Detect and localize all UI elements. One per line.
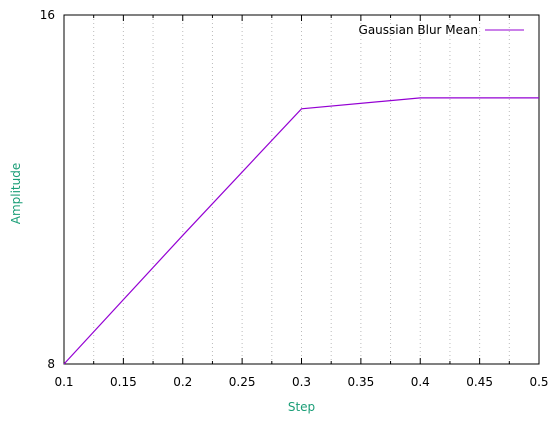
y-tick-label: 16 bbox=[40, 8, 55, 22]
grid-lines bbox=[93, 15, 510, 364]
x-tick-label: 0.3 bbox=[292, 375, 311, 389]
y-tick-labels: 8 16 bbox=[40, 8, 55, 371]
x-axis-title: Step bbox=[288, 400, 315, 414]
x-tick-label: 0.25 bbox=[229, 375, 256, 389]
x-tick-label: 0.15 bbox=[110, 375, 137, 389]
x-tick-label: 0.4 bbox=[411, 375, 430, 389]
x-tick-label: 0.5 bbox=[529, 375, 548, 389]
y-tick-label: 8 bbox=[47, 357, 55, 371]
legend: Gaussian Blur Mean bbox=[359, 23, 524, 37]
y-axis-title: Amplitude bbox=[9, 163, 23, 225]
series-line bbox=[63, 97, 539, 365]
tick-marks bbox=[93, 15, 510, 364]
x-tick-labels: 0.1 0.15 0.2 0.25 0.3 0.35 0.4 0.45 0.5 bbox=[54, 375, 548, 389]
x-tick-label: 0.35 bbox=[348, 375, 375, 389]
x-tick-label: 0.2 bbox=[173, 375, 192, 389]
x-tick-label: 0.1 bbox=[54, 375, 73, 389]
legend-label: Gaussian Blur Mean bbox=[359, 23, 478, 37]
series-layer bbox=[63, 97, 539, 365]
x-tick-label: 0.45 bbox=[466, 375, 493, 389]
